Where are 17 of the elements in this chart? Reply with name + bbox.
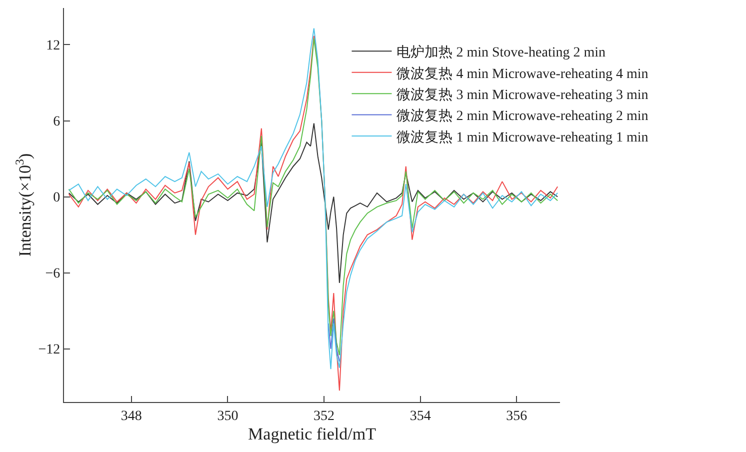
- legend-label: 微波复热 1 min Microwave-reheating 1 min: [396, 129, 648, 146]
- x-tick-label: 348: [120, 408, 142, 424]
- y-tick-label: −6: [45, 266, 60, 282]
- y-tick-label: −12: [38, 342, 60, 358]
- legend-label: 微波复热 4 min Microwave-reheating 4 min: [396, 66, 648, 82]
- line-series: [328, 318, 340, 362]
- legend-label: 电炉加热 2 min Stove-heating 2 min: [396, 44, 606, 61]
- legend-label: 微波复热 2 min Microwave-reheating 2 min: [396, 108, 648, 124]
- y-tick-label: 6: [53, 114, 60, 130]
- y-tick-label: 0: [53, 190, 60, 206]
- y-tick-label: 12: [46, 38, 60, 54]
- x-tick-label: 354: [410, 408, 431, 424]
- x-tick-label: 350: [217, 408, 238, 424]
- legend-label: 微波复热 3 min Microwave-reheating 3 min: [396, 87, 648, 104]
- x-axis-title: Magnetic field/mT: [248, 424, 377, 444]
- x-tick-label: 352: [314, 408, 335, 424]
- x-tick-label: 356: [506, 408, 528, 424]
